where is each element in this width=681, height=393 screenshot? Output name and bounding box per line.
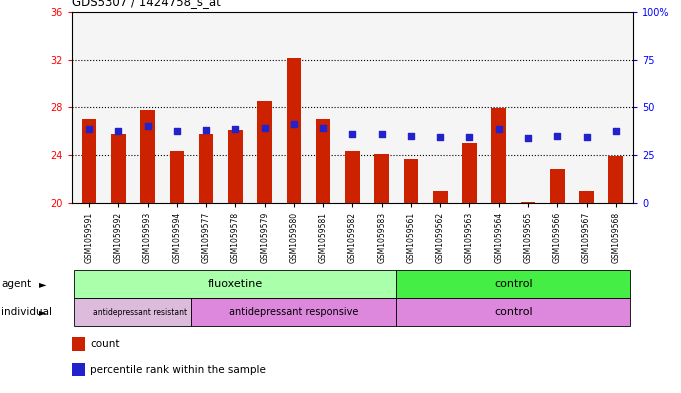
Bar bbox=[492, 108, 506, 203]
Text: control: control bbox=[494, 307, 533, 317]
Bar bbox=[82, 119, 97, 203]
Text: agent: agent bbox=[1, 279, 31, 289]
Point bbox=[230, 126, 241, 132]
Bar bbox=[462, 143, 477, 203]
Point bbox=[318, 125, 329, 131]
Bar bbox=[287, 58, 301, 203]
Bar bbox=[608, 156, 623, 203]
Text: antidepressant responsive: antidepressant responsive bbox=[229, 307, 359, 317]
Bar bbox=[191, 298, 396, 326]
Bar bbox=[228, 130, 242, 203]
Bar bbox=[111, 134, 125, 203]
Text: GDS5307 / 1424758_s_at: GDS5307 / 1424758_s_at bbox=[72, 0, 221, 8]
Point bbox=[289, 121, 300, 127]
Bar bbox=[72, 337, 85, 351]
Text: antidepressant resistant: antidepressant resistant bbox=[93, 308, 187, 316]
Point bbox=[142, 123, 153, 130]
Bar bbox=[170, 151, 184, 203]
Point bbox=[172, 128, 183, 134]
Bar bbox=[257, 101, 272, 203]
Bar bbox=[550, 169, 565, 203]
Point bbox=[552, 133, 563, 139]
Bar bbox=[316, 119, 330, 203]
Point bbox=[347, 130, 358, 137]
Bar bbox=[396, 270, 631, 298]
Point bbox=[84, 126, 95, 132]
Point bbox=[581, 134, 592, 140]
Text: ►: ► bbox=[39, 307, 46, 317]
Text: fluoxetine: fluoxetine bbox=[208, 279, 263, 289]
Point bbox=[376, 130, 387, 137]
Bar bbox=[345, 151, 360, 203]
Point bbox=[493, 126, 504, 132]
Point bbox=[434, 134, 445, 140]
Bar bbox=[433, 191, 447, 203]
Point bbox=[113, 128, 124, 134]
Bar bbox=[375, 154, 389, 203]
Point bbox=[259, 125, 270, 131]
Point bbox=[522, 135, 533, 141]
Bar bbox=[199, 134, 213, 203]
Text: percentile rank within the sample: percentile rank within the sample bbox=[90, 365, 266, 375]
Text: ►: ► bbox=[39, 279, 46, 289]
Bar bbox=[521, 202, 535, 203]
Bar bbox=[404, 159, 418, 203]
Bar bbox=[74, 270, 396, 298]
Text: control: control bbox=[494, 279, 533, 289]
Bar bbox=[72, 363, 85, 376]
Bar bbox=[396, 298, 631, 326]
Point bbox=[201, 127, 212, 133]
Bar bbox=[74, 298, 191, 326]
Point bbox=[610, 128, 621, 134]
Bar bbox=[580, 191, 594, 203]
Point bbox=[464, 134, 475, 140]
Point bbox=[405, 133, 416, 139]
Text: count: count bbox=[90, 339, 120, 349]
Text: individual: individual bbox=[1, 307, 52, 317]
Bar bbox=[140, 110, 155, 203]
